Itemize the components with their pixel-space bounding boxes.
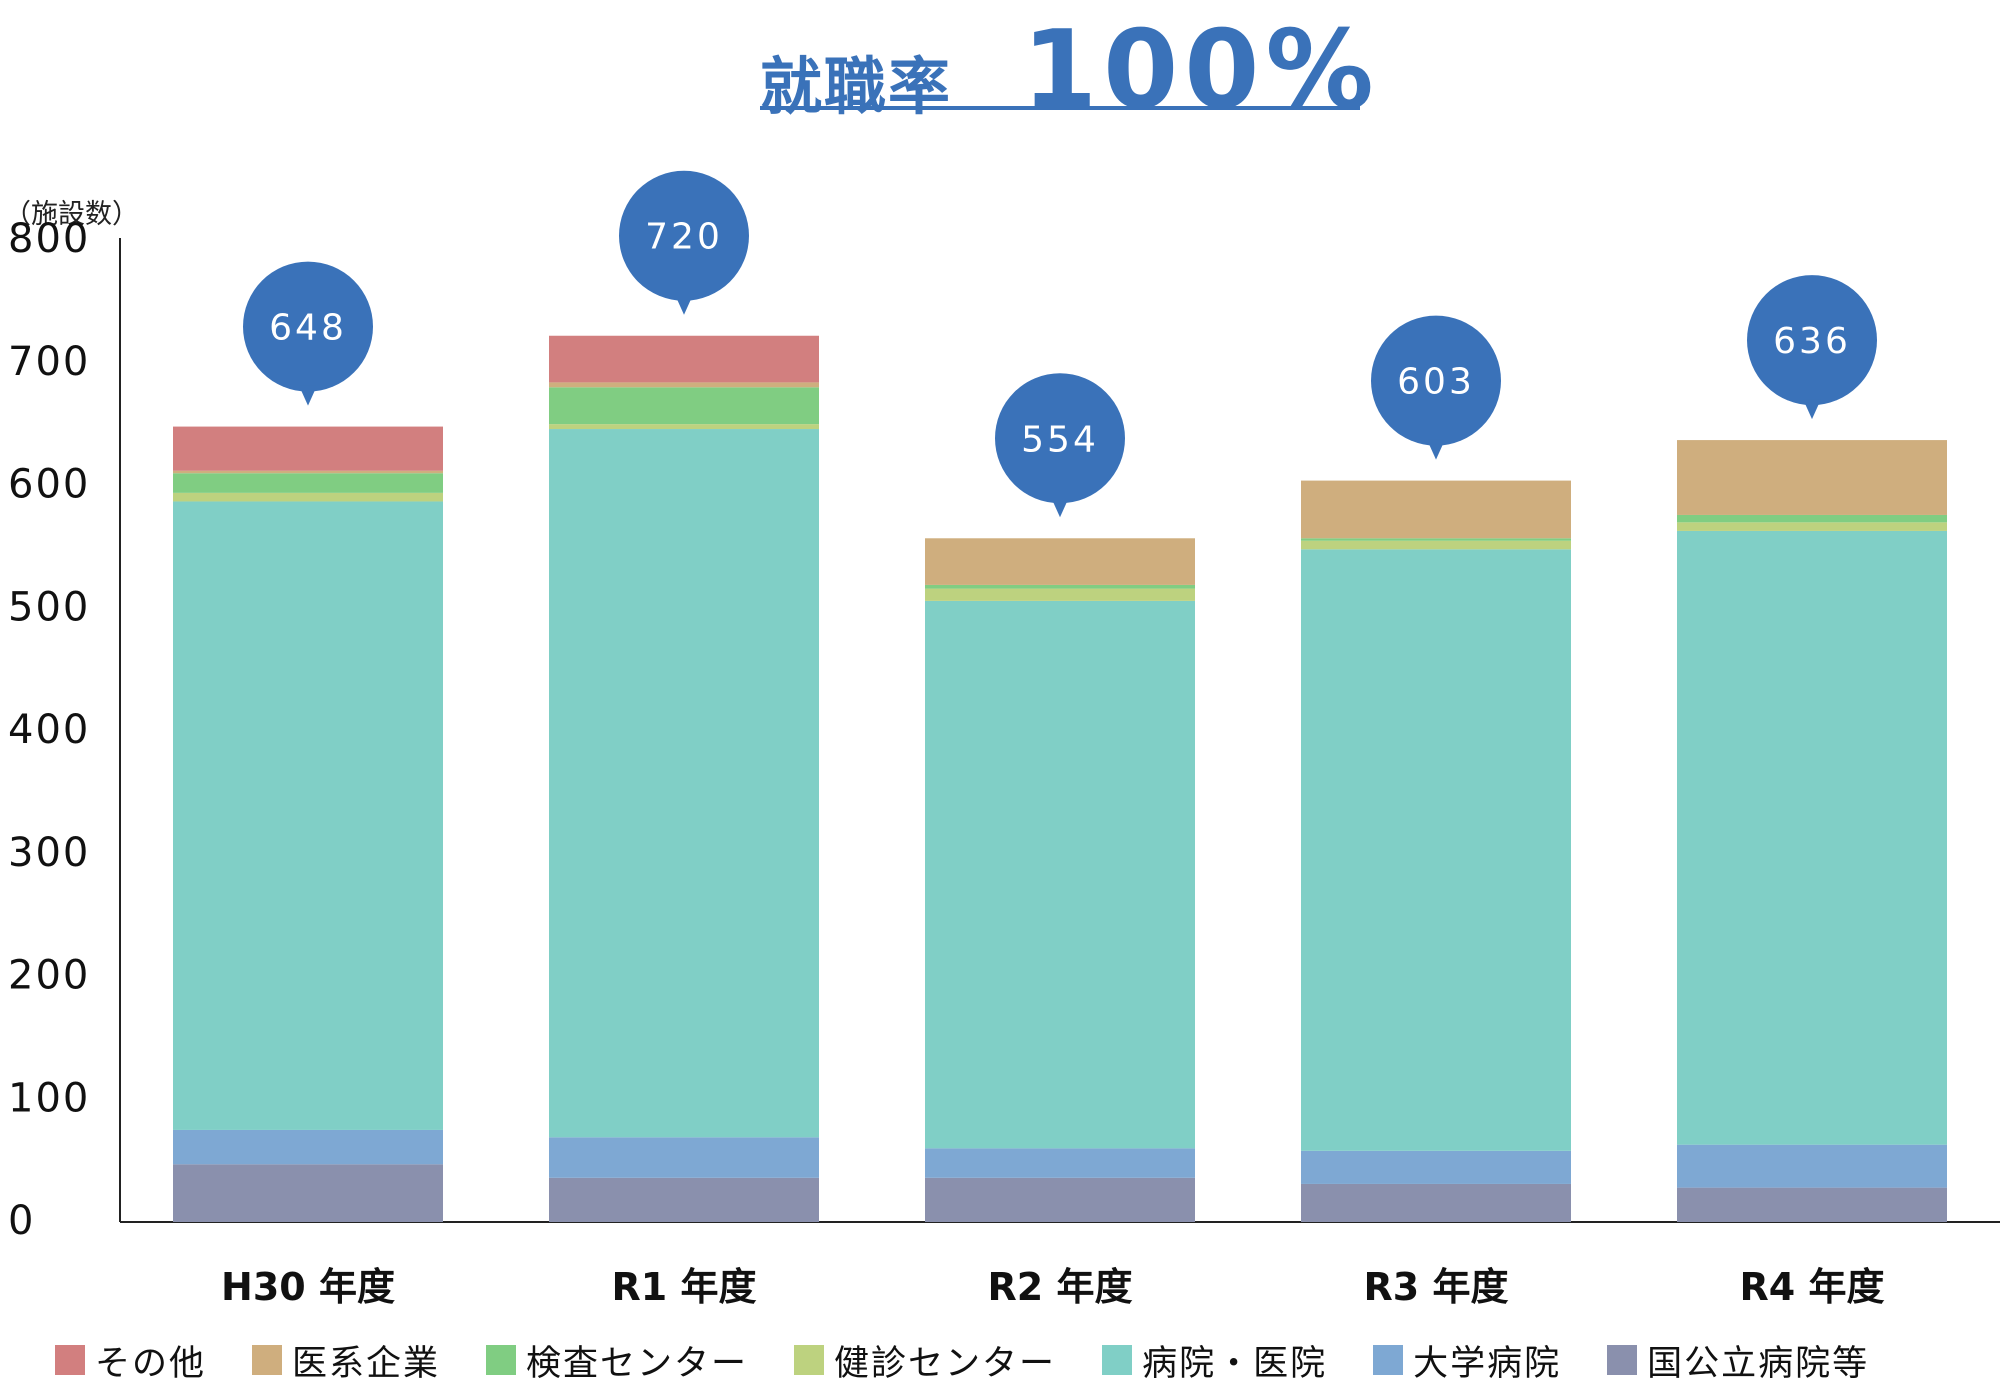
bar-segment <box>549 335 819 383</box>
total-bubble <box>1747 275 1877 406</box>
y-tick-label: 700 <box>8 339 90 385</box>
y-tick-label: 0 <box>8 1198 35 1244</box>
bubble-pointer <box>675 294 693 315</box>
x-tick-label: R2 年度 <box>988 1265 1133 1309</box>
bar-segment <box>549 382 819 388</box>
bar-segment <box>1677 514 1947 523</box>
title-underline <box>760 106 1360 110</box>
y-tick-label: 300 <box>8 830 90 876</box>
y-tick-label: 400 <box>8 707 90 753</box>
bar-segment <box>173 1129 443 1165</box>
legend-label: 大学病院 <box>1413 1343 1562 1384</box>
title-rate: 100% <box>1022 8 1380 133</box>
legend-label: 健診センター <box>834 1343 1057 1384</box>
y-tick-label: 100 <box>8 1075 90 1121</box>
x-tick-label: R1 年度 <box>612 1265 757 1309</box>
total-label: 554 <box>1021 419 1099 460</box>
legend-item: 健診センター <box>794 1335 1056 1386</box>
legend-label: その他 <box>95 1343 207 1384</box>
bar-segment <box>1677 1144 1947 1188</box>
chart-title: 就職率 100% <box>0 0 2000 133</box>
total-label: 603 <box>1397 362 1475 403</box>
total-label: 648 <box>269 308 347 349</box>
bar-segment <box>1677 440 1947 515</box>
bar-segment <box>1301 480 1571 539</box>
legend-label: 検査センター <box>526 1343 749 1384</box>
y-tick-label: 600 <box>8 462 90 508</box>
bar-segment <box>173 501 443 1130</box>
y-axis-unit-label: （施設数） <box>4 199 139 230</box>
y-tick-label: 200 <box>8 953 90 999</box>
bar-segment <box>1301 1183 1571 1222</box>
bar-segment <box>173 1164 443 1222</box>
x-tick-label: H30 年度 <box>221 1265 395 1309</box>
y-tick-label: 500 <box>8 584 90 630</box>
bubble-pointer <box>1803 399 1821 420</box>
legend-swatch <box>486 1345 517 1375</box>
bubble-pointer <box>299 385 317 406</box>
legend-swatch <box>55 1345 85 1375</box>
legend-swatch <box>794 1345 825 1375</box>
total-bubble <box>1371 315 1501 446</box>
bar-segment <box>925 538 1195 585</box>
stacked-bar-chart: 0 100 200 300 400 500 600 700 800 648 H30 年度 720 R1 … <box>8 170 2000 1309</box>
total-bubble <box>619 170 749 301</box>
bar-segment <box>1301 1150 1571 1184</box>
bar-segment <box>173 492 443 502</box>
bar-segment <box>925 584 1195 589</box>
legend-label: 国公立病院等 <box>1647 1343 1870 1384</box>
legend-swatch <box>1607 1345 1638 1375</box>
legend: その他 医系企業 検査センター 健診センター 病院・医院 大学病院 国公立病院等 <box>55 1336 1915 1384</box>
bar-segment <box>173 473 443 493</box>
legend-item: 大学病院 <box>1373 1335 1561 1386</box>
total-bubble <box>995 373 1125 504</box>
bar-segment <box>1301 549 1571 1151</box>
bar-segment <box>549 429 819 1138</box>
legend-item: 病院・医院 <box>1102 1335 1327 1386</box>
bar-segment <box>925 600 1195 1149</box>
bar-segment <box>1301 540 1571 550</box>
bar-segment <box>1677 1187 1947 1222</box>
bar-segment <box>1677 530 1947 1145</box>
x-tick-label: R3 年度 <box>1364 1265 1509 1309</box>
total-label: 636 <box>1773 321 1851 362</box>
legend-item: 検査センター <box>486 1335 748 1386</box>
legend-item: その他 <box>55 1335 206 1386</box>
bubble-pointer <box>1051 497 1069 518</box>
total-label: 720 <box>645 217 723 258</box>
legend-swatch <box>1102 1345 1133 1375</box>
legend-swatch <box>252 1345 283 1375</box>
legend-item: 医系企業 <box>252 1335 440 1386</box>
x-tick-label: R4 年度 <box>1740 1265 1885 1309</box>
bar-segment <box>925 1177 1195 1222</box>
bar-segment <box>549 1177 819 1222</box>
bar-segment <box>925 1148 1195 1178</box>
legend-item: 国公立病院等 <box>1607 1335 1869 1386</box>
legend-label: 医系企業 <box>292 1343 441 1384</box>
bar-segment <box>549 387 819 425</box>
y-tick-label: 800 <box>8 216 90 262</box>
bar-segment <box>173 470 443 474</box>
bar-segment <box>1677 522 1947 531</box>
bar-segment <box>925 588 1195 601</box>
legend-swatch <box>1373 1345 1404 1375</box>
bar-segment <box>549 1137 819 1178</box>
total-bubble <box>243 261 373 392</box>
title-label: 就職率 <box>760 50 953 123</box>
legend-label: 病院・医院 <box>1142 1343 1328 1384</box>
bar-segment <box>549 424 819 430</box>
title-text: 就職率 100% <box>760 8 1374 133</box>
bar-segment <box>1301 538 1571 541</box>
bubble-pointer <box>1427 439 1445 460</box>
bar-segment <box>173 426 443 471</box>
